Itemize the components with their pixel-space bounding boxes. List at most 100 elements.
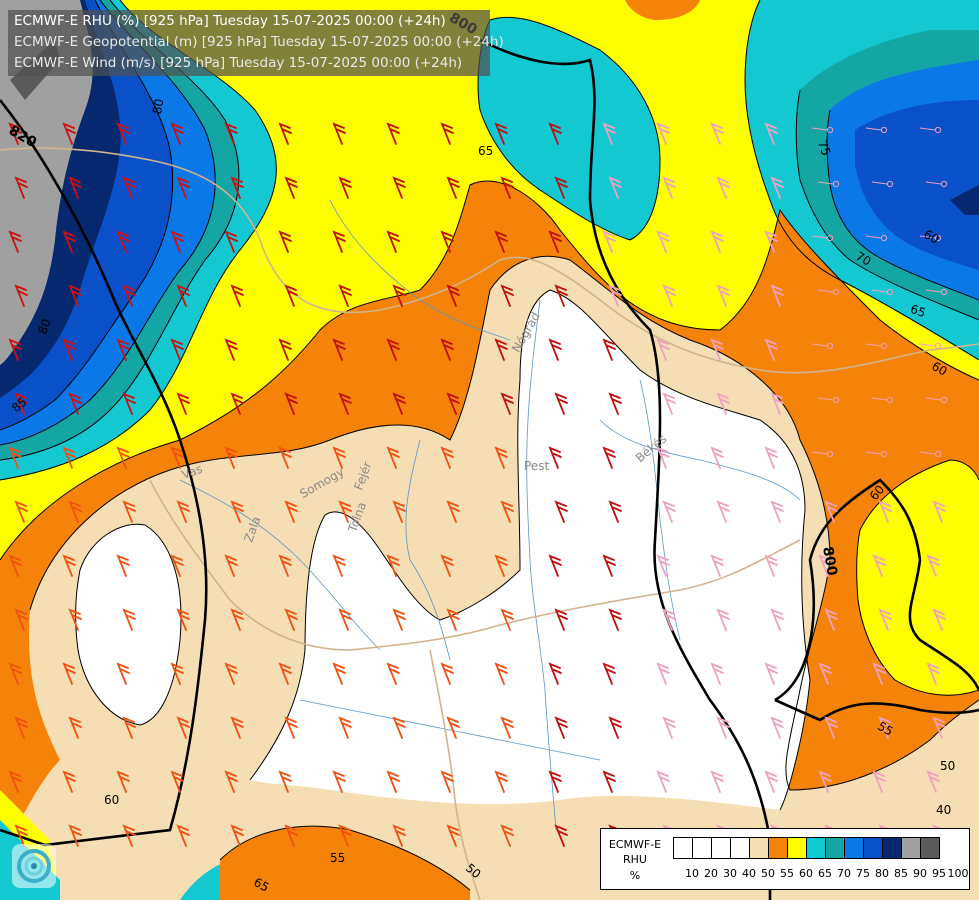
wind-barb [872, 662, 886, 685]
wind-barb [278, 770, 292, 793]
wind-barb [68, 608, 82, 631]
wind-barb [602, 230, 616, 253]
wind-barb [230, 824, 244, 847]
wind-barb [278, 446, 292, 469]
wind-barb [494, 662, 508, 685]
calm-wind-marker [832, 396, 840, 404]
wind-barb [176, 176, 190, 199]
wind-barb [710, 446, 724, 469]
wind-barb [8, 446, 22, 469]
geopotential-label: 800 [819, 545, 840, 577]
wind-barb [8, 338, 22, 361]
wind-barb [68, 392, 82, 415]
wind-barb [446, 176, 460, 199]
calm-wind-marker [826, 234, 834, 242]
wind-barb [710, 554, 724, 577]
wind-barb [68, 176, 82, 199]
legend-tick-label: 55 [780, 867, 794, 880]
wind-barb [602, 338, 616, 361]
calm-wind-stroke [871, 397, 888, 401]
wind-barb [554, 176, 568, 199]
wind-barb [332, 446, 346, 469]
wind-barb [14, 824, 28, 847]
wind-barb [602, 770, 616, 793]
wind-barb [176, 284, 190, 307]
wind-barb [926, 662, 940, 685]
wind-barb [548, 338, 562, 361]
calm-wind-marker [934, 234, 942, 242]
rhu-contour-labels: 80 65 75 70 60 65 60 60 55 50 40 50 55 6… [9, 98, 955, 895]
wind-barb [608, 392, 622, 415]
wind-barb [500, 824, 514, 847]
calm-wind-marker [880, 234, 888, 242]
wind-barb [122, 176, 136, 199]
wind-barb [68, 284, 82, 307]
wind-barb [338, 824, 352, 847]
wind-barb [332, 338, 346, 361]
calm-wind-stroke [811, 451, 828, 455]
wind-barb [332, 122, 346, 145]
wind-barb [716, 608, 730, 631]
wind-barb [446, 392, 460, 415]
rhu-55-60-area-south [220, 826, 470, 900]
wind-barb [554, 284, 568, 307]
title-rhu: ECMWF-E RHU (%) [925 hPa] Tuesday 15-07-… [14, 13, 446, 29]
wind-barb [872, 554, 886, 577]
wind-barb [818, 770, 832, 793]
calm-wind-marker [886, 288, 894, 296]
wind-barb [440, 230, 454, 253]
wind-barb [446, 824, 460, 847]
calm-wind-stroke [925, 397, 942, 401]
wind-barb [446, 608, 460, 631]
rhu-contour-label: 60 [921, 227, 941, 247]
calm-wind-marker [940, 180, 948, 188]
wind-barb [230, 500, 244, 523]
calm-wind-stroke [865, 343, 882, 347]
wind-barb [932, 716, 946, 739]
wind-barb [122, 500, 136, 523]
wind-barb [122, 392, 136, 415]
rhu-contour-label: 65 [478, 144, 493, 158]
wind-barb [656, 230, 670, 253]
wind-barb [662, 716, 676, 739]
wind-barb [116, 662, 130, 685]
wind-barb [548, 662, 562, 685]
wind-barb [230, 392, 244, 415]
wind-barb [332, 230, 346, 253]
wind-barb [500, 500, 514, 523]
calm-wind-marker [940, 288, 948, 296]
wind-barb [608, 716, 622, 739]
wind-barb [122, 824, 136, 847]
wind-barb [284, 716, 298, 739]
wind-barb [116, 338, 130, 361]
wind-barb [176, 716, 190, 739]
wind-barb [494, 446, 508, 469]
calm-wind-stroke [871, 181, 888, 185]
wind-barb [170, 122, 184, 145]
legend-tick-label: 90 [913, 867, 927, 880]
wind-barb [494, 230, 508, 253]
wind-barb [824, 716, 838, 739]
rhu-contour-label: 55 [875, 719, 895, 739]
wind-barb [548, 122, 562, 145]
wind-barb [764, 122, 778, 145]
wind-barb [284, 392, 298, 415]
title-geopotential: ECMWF-E Geopotential (m) [925 hPa] Tuesd… [14, 34, 504, 50]
wind-barb [62, 338, 76, 361]
rhu-80-85-area-east [855, 100, 979, 270]
legend-swatch [920, 837, 940, 859]
wind-barb [392, 824, 406, 847]
wind-barb [662, 500, 676, 523]
wind-barb [278, 662, 292, 685]
calm-wind-marker [934, 126, 942, 134]
calm-wind-marker [934, 450, 942, 458]
wind-barb [176, 824, 190, 847]
wind-barb [608, 176, 622, 199]
wind-barb [170, 446, 184, 469]
wind-barb [764, 446, 778, 469]
wind-barb [338, 608, 352, 631]
wind-barb [116, 446, 130, 469]
wind-barb [554, 716, 568, 739]
title-wind: ECMWF-E Wind (m/s) [925 hPa] Tuesday 15-… [14, 55, 463, 71]
wind-barb [818, 554, 832, 577]
